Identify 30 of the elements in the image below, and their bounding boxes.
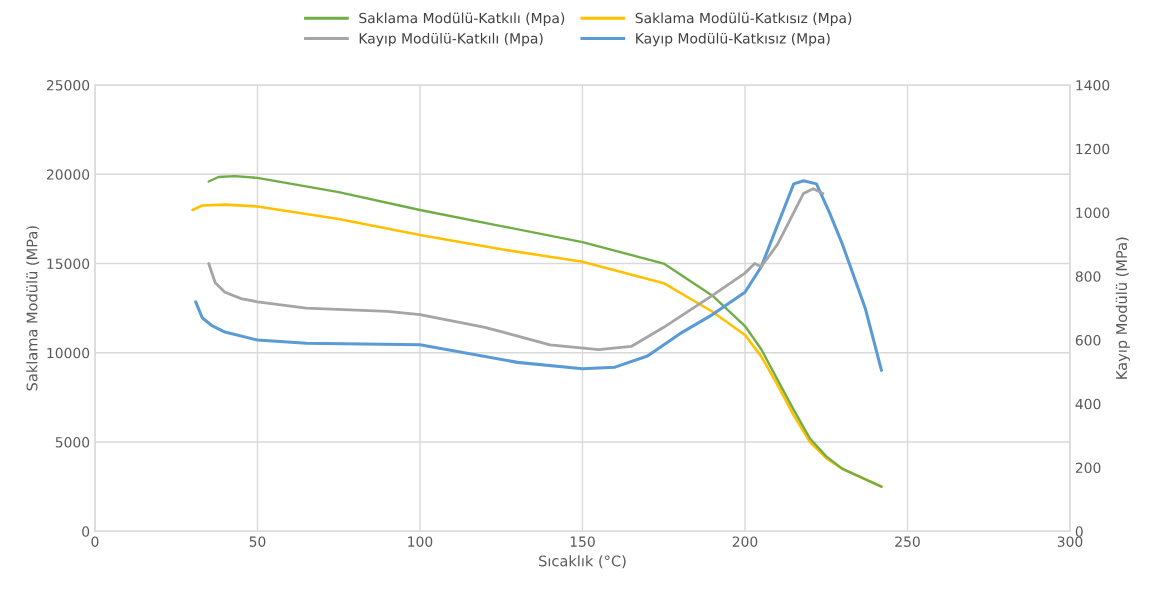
line-series bbox=[194, 179, 884, 372]
y-axis-title: Saklama Modülü (MPa) bbox=[26, 226, 40, 391]
x-tick-label: 300 bbox=[1057, 536, 1083, 547]
x-axis-title: Sıcaklık (°C) bbox=[539, 555, 626, 569]
y2-tick-label: 1000 bbox=[1076, 207, 1110, 219]
y2-tick-label: 1200 bbox=[1076, 143, 1110, 155]
x-tick-label: 200 bbox=[732, 536, 758, 547]
y2-tick-label: 800 bbox=[1075, 271, 1101, 282]
line-series bbox=[207, 187, 825, 352]
y2-tick-label: 0 bbox=[1075, 526, 1083, 537]
y2-axis-title: Kayıp Modülü (MPa) bbox=[1115, 237, 1130, 379]
y-tick-label: 20000 bbox=[46, 169, 90, 180]
x-tick-label: 0 bbox=[91, 536, 99, 547]
legend-label: Kayıp Modülü-Katkılı (Mpa) bbox=[359, 32, 543, 47]
y2-tick-label: 200 bbox=[1075, 462, 1101, 474]
y-tick-label: 0 bbox=[82, 526, 90, 537]
y-tick-label: 10000 bbox=[47, 347, 90, 359]
legend-label: Saklama Modülü-Katkılı (Mpa) bbox=[359, 12, 565, 26]
y-tick-label: 15000 bbox=[47, 258, 90, 270]
x-tick-label: 50 bbox=[249, 536, 266, 547]
x-tick-label: 150 bbox=[570, 536, 595, 547]
x-tick-label: 250 bbox=[895, 536, 920, 547]
y2-tick-label: 600 bbox=[1075, 335, 1101, 346]
legend-label: Saklama Modülü-Katkısız (Mpa) bbox=[635, 12, 852, 26]
y2-tick-label: 400 bbox=[1075, 398, 1101, 410]
y2-tick-label: 1400 bbox=[1076, 80, 1110, 91]
y-tick-label: 5000 bbox=[55, 437, 90, 448]
y-tick-label: 25000 bbox=[46, 80, 90, 91]
x-tick-label: 100 bbox=[408, 536, 433, 547]
legend-label: Kayıp Modülü-Katkısız (Mpa) bbox=[636, 32, 830, 47]
